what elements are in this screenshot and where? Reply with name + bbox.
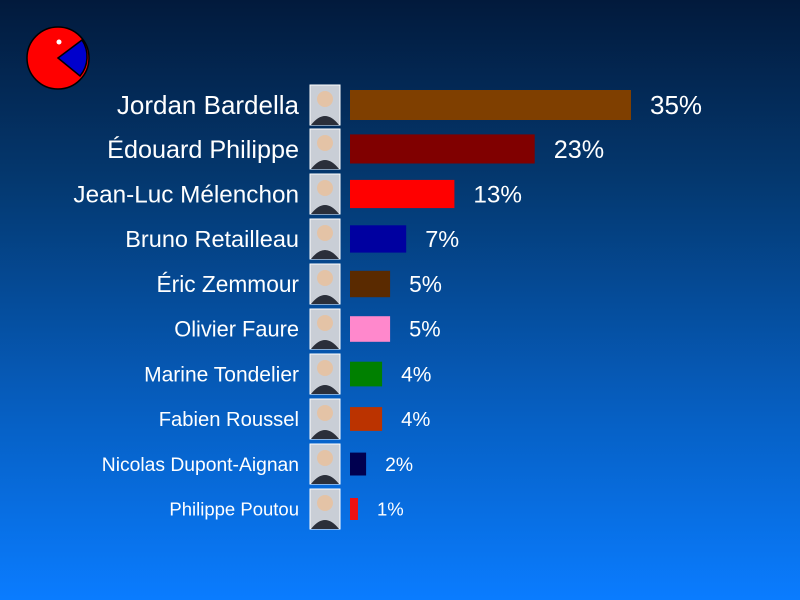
data-label: 4% — [401, 363, 431, 386]
bar — [350, 316, 391, 342]
category-label: Jean-Luc Mélenchon — [73, 182, 299, 209]
bar — [350, 179, 455, 209]
logo-eye — [56, 39, 62, 45]
category-label: Édouard Philippe — [107, 135, 299, 164]
data-label: 23% — [554, 136, 604, 164]
portrait-photo — [309, 398, 341, 440]
bar — [350, 90, 631, 120]
data-label: 5% — [409, 317, 441, 342]
data-label: 5% — [409, 271, 442, 297]
portrait-photo — [309, 84, 341, 126]
bar — [350, 225, 407, 253]
data-label: 35% — [650, 90, 702, 120]
data-label: 7% — [425, 226, 459, 252]
bar — [350, 361, 383, 387]
portrait-photo — [309, 353, 341, 395]
portrait-photo — [309, 443, 341, 485]
category-label: Bruno Retailleau — [125, 226, 299, 252]
category-label: Philippe Poutou — [169, 498, 299, 519]
portrait-photo — [309, 173, 341, 215]
pie-chart-icon — [26, 26, 90, 90]
bar — [350, 452, 367, 476]
portrait-photo — [309, 218, 341, 260]
bar — [350, 407, 383, 431]
category-label: Marine Tondelier — [144, 363, 299, 386]
portrait-photo — [309, 128, 341, 170]
data-label: 1% — [377, 498, 404, 519]
data-label: 4% — [401, 409, 430, 431]
category-label: Éric Zemmour — [157, 271, 300, 297]
portrait-photo — [309, 263, 341, 305]
bar — [350, 498, 358, 520]
portrait-photo — [309, 488, 341, 530]
data-label: 2% — [385, 455, 413, 476]
portrait-photo — [309, 308, 341, 350]
category-label: Jordan Bardella — [117, 90, 300, 120]
bar — [350, 270, 391, 298]
category-label: Olivier Faure — [174, 317, 299, 342]
logo-slice — [56, 38, 88, 78]
category-label: Fabien Roussel — [159, 409, 299, 431]
bar — [350, 134, 535, 164]
category-label: Nicolas Dupont-Aignan — [102, 455, 299, 476]
data-label: 13% — [473, 182, 522, 209]
